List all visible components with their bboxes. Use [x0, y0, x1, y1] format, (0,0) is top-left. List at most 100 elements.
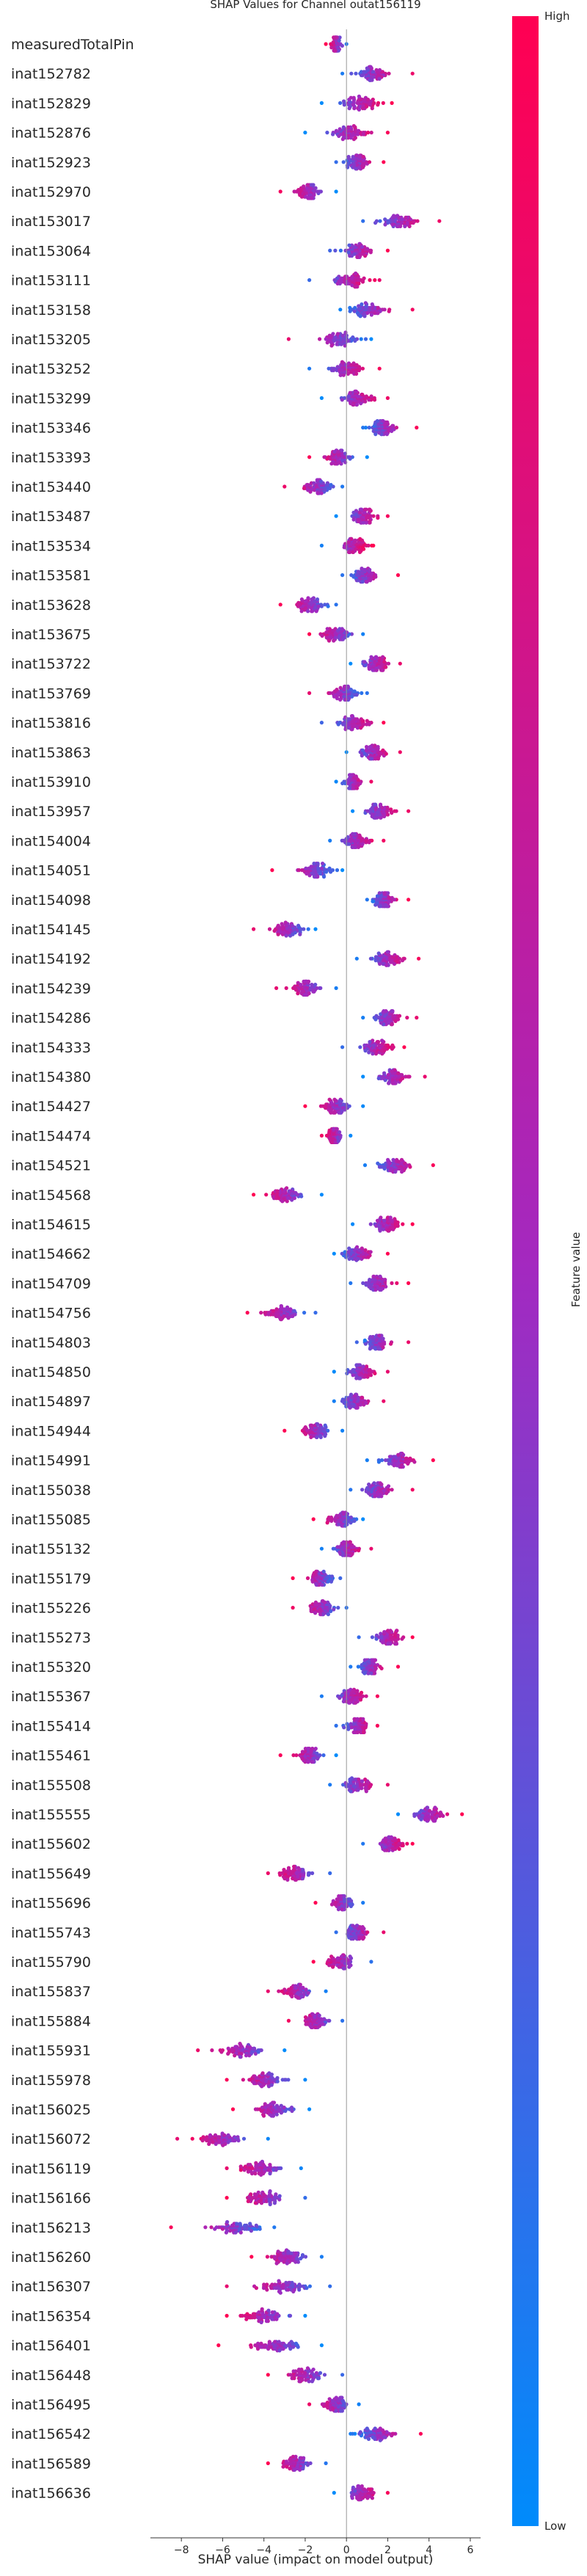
shap-point — [328, 1871, 332, 1875]
feature-label: inat152923 — [11, 155, 91, 171]
shap-point — [355, 1689, 360, 1693]
shap-point — [419, 1808, 423, 1813]
shap-point — [354, 1376, 359, 1380]
shap-point — [336, 722, 340, 727]
shap-point — [354, 774, 358, 779]
shap-point — [346, 1689, 351, 1693]
shap-point — [367, 666, 371, 672]
shap-point — [398, 224, 403, 228]
feature-label: inat156636 — [11, 2486, 91, 2502]
feature-label: inat155743 — [11, 1925, 91, 1941]
shap-point — [329, 636, 334, 640]
shap-point — [271, 1309, 276, 1313]
shap-point — [346, 684, 350, 689]
shap-point — [389, 1342, 393, 1346]
shap-point — [382, 1399, 386, 1403]
feature-label: inat154098 — [11, 892, 91, 909]
shap-point — [367, 840, 371, 845]
shap-point — [360, 1786, 364, 1791]
shap-point — [361, 1937, 365, 1941]
shap-point — [360, 691, 364, 696]
shap-point — [354, 1405, 359, 1410]
shap-point — [335, 332, 340, 336]
shap-point — [350, 773, 354, 777]
shap-point — [382, 1930, 386, 1935]
shap-point — [290, 1994, 294, 1998]
shap-point — [305, 183, 310, 187]
shap-point — [334, 1723, 338, 1728]
shap-point — [323, 488, 327, 492]
shap-point — [378, 904, 382, 909]
shap-point — [383, 1278, 387, 1282]
shap-point — [334, 1753, 338, 1758]
shap-point — [387, 1461, 391, 1466]
shap-point — [314, 1582, 318, 1587]
shap-point — [313, 2025, 317, 2029]
shap-point — [402, 956, 406, 961]
shap-point — [376, 745, 380, 749]
shap-point — [398, 661, 402, 666]
shap-point — [323, 1600, 327, 1604]
shap-point — [233, 2053, 237, 2058]
shap-point — [274, 1307, 279, 1311]
shap-point — [329, 1516, 334, 1520]
shap-point — [335, 1513, 339, 1518]
shap-point — [404, 1456, 408, 1460]
shap-point — [349, 71, 354, 76]
shap-point — [357, 1635, 361, 1640]
shap-point — [387, 1021, 391, 1025]
shap-point — [369, 337, 373, 341]
shap-point — [340, 71, 345, 76]
shap-point — [351, 786, 355, 790]
shap-point — [319, 1133, 324, 1138]
shap-point — [409, 221, 413, 225]
shap-point — [288, 1869, 293, 1874]
shap-point — [376, 757, 381, 761]
shap-point — [361, 219, 365, 223]
shap-point — [351, 1545, 356, 1549]
shap-point — [377, 431, 382, 435]
shap-point — [406, 1340, 411, 1345]
shap-point — [410, 71, 415, 76]
shap-point — [362, 722, 366, 727]
shap-point — [417, 956, 421, 961]
shap-point — [373, 1371, 377, 1375]
shap-point — [351, 103, 355, 107]
shap-point — [385, 805, 390, 809]
shap-point — [360, 748, 365, 752]
shap-point — [433, 1805, 437, 1810]
shap-point — [341, 125, 346, 129]
shap-point — [321, 1104, 326, 1108]
shap-point — [357, 365, 362, 369]
shap-point — [226, 2046, 230, 2051]
shap-point — [355, 1730, 360, 1734]
shap-point — [356, 132, 360, 137]
shap-point — [336, 1606, 340, 1610]
feature-label: inat153675 — [11, 627, 91, 643]
shap-point — [360, 302, 364, 307]
shap-point — [362, 1043, 367, 1047]
shap-point — [408, 1456, 412, 1460]
shap-point — [349, 370, 353, 374]
shap-point — [400, 1637, 404, 1641]
shap-point — [381, 419, 385, 423]
shap-point — [310, 196, 314, 200]
shap-point — [363, 1342, 368, 1346]
shap-point — [376, 103, 380, 107]
shap-point — [298, 932, 302, 936]
shap-point — [341, 160, 346, 164]
feature-label: inat156448 — [11, 2368, 91, 2384]
shap-point — [360, 73, 365, 78]
shap-point — [361, 1364, 365, 1369]
shap-point — [368, 1783, 373, 1787]
shap-point — [390, 1281, 394, 1285]
shap-point — [345, 1371, 349, 1375]
shap-point — [351, 1368, 355, 1372]
shap-point — [319, 866, 324, 870]
shap-point — [387, 899, 391, 903]
shap-point — [357, 281, 361, 285]
shap-point — [351, 809, 355, 813]
shap-point — [353, 1935, 357, 1940]
shap-point — [371, 899, 376, 903]
shap-point — [368, 1373, 373, 1378]
